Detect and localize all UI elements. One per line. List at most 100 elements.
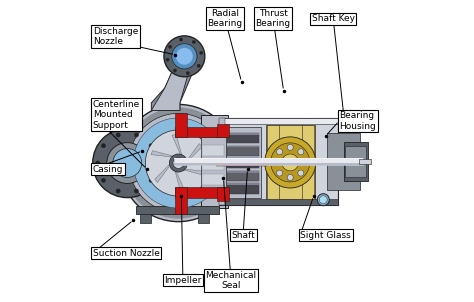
Circle shape: [179, 38, 182, 41]
Circle shape: [319, 196, 327, 204]
Polygon shape: [218, 187, 229, 201]
Polygon shape: [198, 214, 209, 223]
Polygon shape: [174, 158, 363, 165]
Text: Suction Nozzle: Suction Nozzle: [93, 249, 160, 258]
Polygon shape: [225, 127, 261, 198]
Circle shape: [173, 69, 177, 72]
Circle shape: [93, 128, 162, 198]
Text: Mechanical
Seal: Mechanical Seal: [205, 271, 256, 290]
Circle shape: [107, 143, 148, 184]
Circle shape: [135, 119, 222, 207]
Circle shape: [134, 133, 138, 137]
Polygon shape: [344, 142, 368, 181]
Circle shape: [298, 149, 304, 155]
Circle shape: [164, 36, 205, 77]
Circle shape: [101, 178, 106, 182]
Circle shape: [298, 170, 304, 176]
Polygon shape: [140, 214, 151, 223]
Polygon shape: [228, 133, 259, 135]
Text: Sight Glass: Sight Glass: [300, 231, 351, 240]
Circle shape: [133, 118, 223, 208]
Polygon shape: [228, 133, 259, 143]
Polygon shape: [174, 163, 363, 165]
Circle shape: [282, 154, 299, 171]
Polygon shape: [174, 158, 363, 159]
Text: Bearing
Housing: Bearing Housing: [339, 111, 376, 131]
Circle shape: [116, 189, 120, 193]
Polygon shape: [155, 163, 171, 182]
Circle shape: [276, 170, 283, 176]
Polygon shape: [174, 169, 185, 191]
Circle shape: [272, 159, 278, 165]
Circle shape: [120, 104, 237, 222]
Circle shape: [172, 44, 197, 69]
Polygon shape: [301, 125, 314, 199]
Circle shape: [287, 175, 293, 181]
Text: Casing: Casing: [93, 165, 123, 174]
Circle shape: [129, 114, 228, 213]
Polygon shape: [137, 206, 219, 214]
Circle shape: [264, 137, 316, 188]
Circle shape: [116, 133, 120, 137]
Polygon shape: [218, 124, 229, 137]
Circle shape: [173, 158, 184, 169]
Circle shape: [197, 64, 201, 67]
Polygon shape: [216, 160, 267, 166]
Polygon shape: [175, 114, 187, 137]
Polygon shape: [228, 184, 259, 185]
Polygon shape: [201, 115, 228, 208]
Text: Impeller: Impeller: [164, 276, 201, 285]
Circle shape: [134, 189, 138, 193]
Circle shape: [166, 58, 169, 61]
Polygon shape: [228, 184, 259, 194]
Polygon shape: [345, 146, 366, 177]
Text: Radial
Bearing: Radial Bearing: [208, 9, 243, 28]
Polygon shape: [228, 146, 259, 156]
Polygon shape: [228, 158, 259, 160]
Circle shape: [192, 40, 195, 44]
Polygon shape: [151, 61, 192, 111]
Polygon shape: [175, 187, 187, 214]
Circle shape: [200, 51, 203, 55]
Polygon shape: [182, 169, 206, 175]
Circle shape: [169, 154, 187, 172]
Circle shape: [155, 161, 159, 165]
Polygon shape: [172, 135, 182, 156]
Circle shape: [287, 144, 293, 150]
Polygon shape: [267, 125, 279, 199]
Polygon shape: [228, 171, 259, 173]
Polygon shape: [219, 118, 225, 205]
Circle shape: [146, 130, 211, 196]
Circle shape: [186, 72, 190, 75]
Circle shape: [176, 48, 193, 65]
Polygon shape: [175, 187, 227, 198]
Polygon shape: [219, 118, 337, 124]
Polygon shape: [175, 127, 227, 137]
Circle shape: [123, 108, 234, 219]
Circle shape: [276, 149, 283, 155]
Circle shape: [317, 194, 329, 206]
Polygon shape: [201, 137, 226, 188]
Polygon shape: [265, 125, 315, 199]
Text: Centerline
Mounted
Support: Centerline Mounted Support: [93, 100, 140, 130]
Text: Shaft Key: Shaft Key: [312, 14, 355, 23]
Polygon shape: [151, 151, 174, 157]
Polygon shape: [327, 133, 360, 190]
Polygon shape: [228, 146, 259, 147]
Polygon shape: [359, 159, 371, 164]
Text: Shaft: Shaft: [231, 231, 255, 240]
Circle shape: [149, 144, 153, 148]
Polygon shape: [202, 145, 224, 156]
Circle shape: [168, 45, 172, 49]
Polygon shape: [219, 118, 337, 205]
Circle shape: [113, 149, 142, 178]
Polygon shape: [151, 61, 192, 111]
Polygon shape: [202, 174, 224, 185]
Polygon shape: [228, 158, 259, 169]
Polygon shape: [228, 171, 259, 181]
Circle shape: [149, 178, 153, 182]
Polygon shape: [186, 143, 202, 163]
Circle shape: [302, 159, 308, 165]
Text: Discharge
Nozzle: Discharge Nozzle: [93, 27, 138, 47]
Text: Thrust
Bearing: Thrust Bearing: [255, 9, 291, 28]
